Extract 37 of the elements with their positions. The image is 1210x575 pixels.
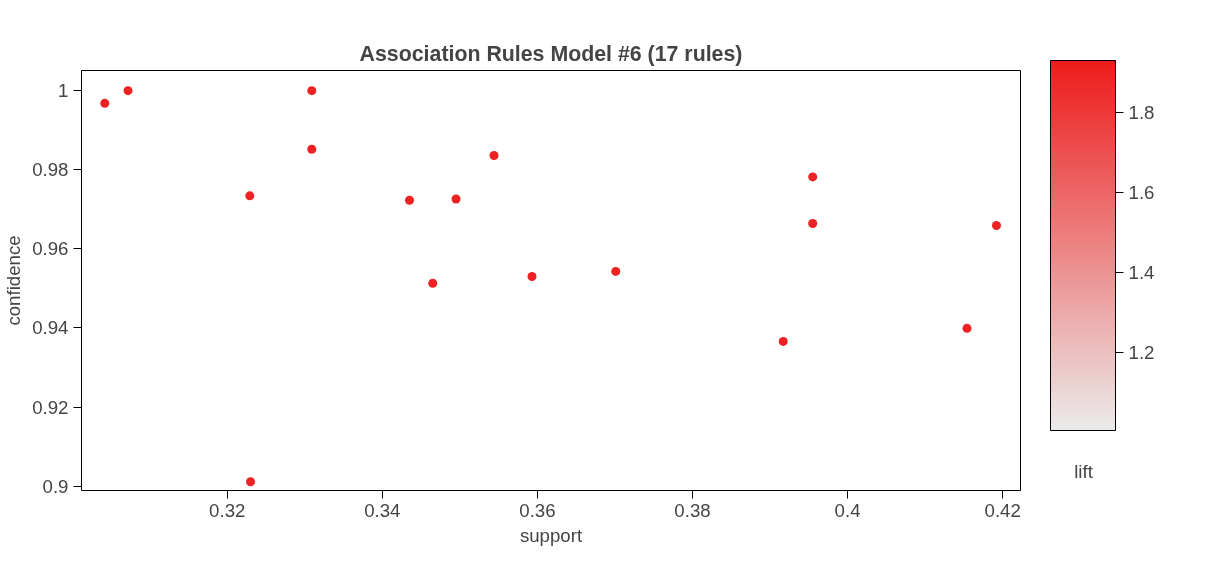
- point: [245, 191, 255, 201]
- color-bar-label: 1.4: [1128, 262, 1155, 283]
- point: [307, 86, 317, 96]
- x-tick-label: 0.32: [209, 499, 246, 521]
- x-tick-label: 0.38: [674, 499, 711, 521]
- y-tick-label: 1: [58, 80, 69, 102]
- color-bar-title: lift: [1074, 460, 1094, 482]
- point: [808, 172, 818, 182]
- y-tick-label: 0.98: [32, 159, 69, 181]
- y-tick-label: 0.96: [32, 238, 69, 260]
- point: [307, 144, 317, 154]
- x-axis-title: support: [519, 524, 583, 546]
- x-tick-label: 0.42: [984, 499, 1021, 521]
- color-bar-label: 1.2: [1128, 342, 1155, 363]
- point: [991, 221, 1001, 231]
- point: [123, 86, 133, 96]
- point: [100, 98, 110, 108]
- x-tick-label: 0.4: [834, 499, 861, 521]
- x-tick-label: 0.36: [519, 499, 556, 521]
- chart-title: Association Rules Model #6 (17 rules): [359, 41, 743, 66]
- y-tick-label: 0.9: [42, 475, 69, 497]
- point: [451, 194, 461, 204]
- y-tick-label: 0.92: [32, 396, 69, 418]
- point: [428, 278, 438, 288]
- x-tick-label: 0.34: [364, 499, 401, 521]
- point: [611, 266, 621, 276]
- point: [404, 195, 414, 205]
- point: [246, 477, 256, 487]
- point: [778, 336, 788, 346]
- y-tick-label: 0.94: [32, 317, 69, 339]
- y-axis-title: confidence: [3, 235, 25, 326]
- color-bar-label: 1.6: [1128, 182, 1155, 203]
- point: [962, 323, 972, 333]
- color-bar-label: 1.8: [1128, 102, 1155, 123]
- point: [489, 151, 499, 161]
- point: [527, 272, 537, 282]
- point: [808, 219, 818, 229]
